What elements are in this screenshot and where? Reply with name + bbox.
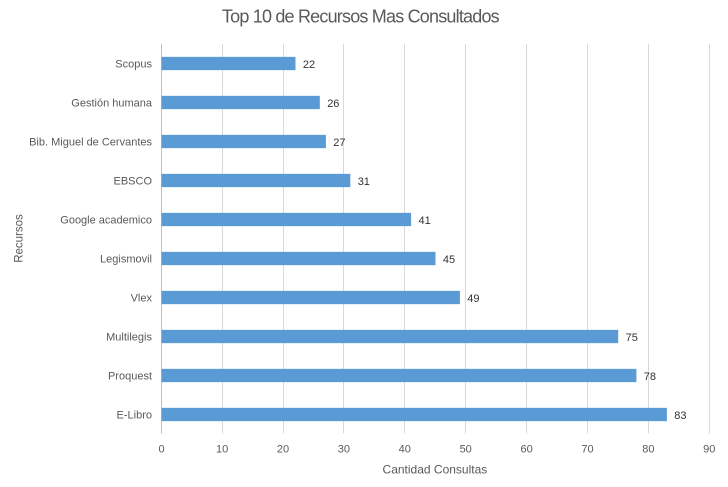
svg-text:EBSCO: EBSCO (113, 176, 152, 188)
svg-text:75: 75 (626, 332, 638, 344)
svg-text:Gestión humana: Gestión humana (71, 98, 153, 110)
svg-text:Recursos: Recursos (14, 214, 26, 263)
svg-text:27: 27 (333, 137, 345, 149)
svg-text:60: 60 (520, 444, 532, 456)
svg-text:78: 78 (644, 371, 656, 383)
svg-text:31: 31 (358, 176, 370, 188)
svg-text:Bib. Miguel de Cervantes: Bib. Miguel de Cervantes (29, 137, 152, 149)
svg-text:Top 10 de Recursos Mas Consult: Top 10 de Recursos Mas Consultados (222, 7, 500, 27)
svg-text:50: 50 (460, 444, 472, 456)
svg-text:20: 20 (277, 444, 289, 456)
svg-text:22: 22 (303, 59, 315, 71)
svg-text:Cantidad Consultas: Cantidad Consultas (383, 463, 488, 477)
svg-text:70: 70 (581, 444, 593, 456)
svg-text:80: 80 (642, 444, 654, 456)
svg-text:26: 26 (327, 98, 339, 110)
svg-text:45: 45 (443, 254, 455, 266)
svg-text:41: 41 (419, 215, 431, 227)
svg-text:Vlex: Vlex (131, 293, 153, 305)
svg-text:0: 0 (158, 444, 164, 456)
svg-text:90: 90 (703, 444, 715, 456)
svg-text:83: 83 (674, 410, 686, 422)
svg-text:Legismovil: Legismovil (100, 254, 152, 266)
svg-text:E-Libro: E-Libro (117, 410, 152, 422)
svg-text:Scopus: Scopus (115, 59, 152, 71)
svg-text:Multilegis: Multilegis (106, 332, 152, 344)
svg-text:10: 10 (216, 444, 228, 456)
svg-text:49: 49 (467, 293, 479, 305)
svg-text:30: 30 (338, 444, 350, 456)
svg-text:40: 40 (399, 444, 411, 456)
svg-text:Proquest: Proquest (108, 371, 152, 383)
svg-text:Google academico: Google academico (60, 215, 152, 227)
